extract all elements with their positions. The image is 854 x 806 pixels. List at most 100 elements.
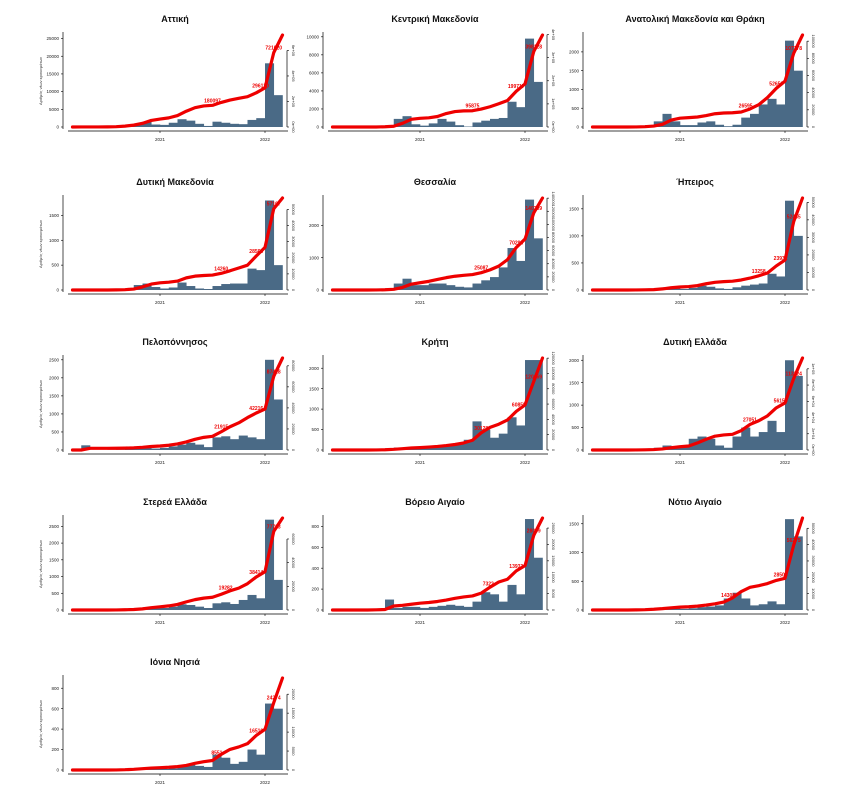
- chart-svg: Ήπειρος132582393252465050010001500010000…: [550, 171, 820, 321]
- bar: [213, 286, 222, 290]
- bar: [429, 123, 438, 127]
- cumulative-label: 296130: [252, 83, 269, 89]
- x-tick-label: 2021: [675, 137, 686, 142]
- x-tick-label: 2021: [675, 460, 686, 465]
- cumulative-label: 13933: [509, 564, 523, 570]
- right-tick-label: 0: [811, 609, 816, 612]
- bar: [750, 605, 759, 610]
- y-axis-title: Αριθμός νέων κρουσμάτων: [38, 220, 43, 268]
- right-tick-label: 40000: [811, 87, 816, 99]
- bar: [794, 536, 803, 610]
- bar: [438, 284, 447, 290]
- bar: [274, 580, 283, 610]
- bar: [794, 71, 803, 127]
- bar: [230, 124, 239, 127]
- bar: [724, 289, 733, 290]
- y-tick-label: 2000: [49, 375, 60, 380]
- bar: [169, 446, 178, 450]
- bar: [438, 606, 447, 610]
- bar: [689, 125, 698, 127]
- cumulative-label: 180097: [204, 98, 221, 104]
- y-tick-label: 500: [51, 263, 59, 268]
- cumulative-label: 14260: [214, 266, 228, 272]
- bar: [706, 287, 715, 290]
- right-tick-label: 40000: [811, 214, 816, 226]
- y-tick-label: 5000: [49, 107, 60, 112]
- bar: [750, 114, 759, 127]
- y-tick-label: 500: [571, 106, 579, 111]
- right-tick-label: 40000: [811, 539, 816, 551]
- bar: [195, 766, 204, 770]
- bar: [689, 288, 698, 290]
- y-tick-label: 800: [51, 686, 59, 691]
- cumulative-label: 77723: [267, 524, 281, 530]
- chart-svg: Θεσσαλία25087702981402090100020000200004…: [290, 171, 560, 321]
- right-tick-label: 1e+05: [811, 363, 816, 375]
- bar: [221, 123, 230, 127]
- bar: [689, 608, 698, 610]
- x-tick-label: 2021: [155, 137, 166, 142]
- bar: [204, 447, 213, 450]
- bar: [411, 124, 420, 127]
- bar: [724, 126, 733, 127]
- chart-svg: Βόρειο Αιγαίο732213933280690200400600800…: [290, 491, 560, 641]
- y-axis-title: Αριθμός νέων κρουσμάτων: [38, 380, 43, 428]
- bar: [230, 604, 239, 610]
- bar: [715, 446, 724, 450]
- panel-title: Ανατολική Μακεδονία και Θράκη: [625, 14, 764, 24]
- y-tick-label: 6000: [309, 70, 320, 75]
- bar: [516, 107, 525, 127]
- bar: [256, 439, 265, 450]
- bar: [750, 285, 759, 290]
- right-tick-label: 30000: [811, 555, 816, 567]
- right-tick-label: 0: [291, 769, 296, 772]
- y-tick-label: 0: [576, 288, 579, 293]
- y-tick-label: 0: [56, 608, 59, 613]
- cumulative-label: 30128: [474, 426, 488, 432]
- bar: [204, 289, 213, 290]
- y-tick-label: 25000: [46, 36, 59, 41]
- right-tick-label: 50000: [811, 197, 816, 209]
- bar: [698, 607, 707, 610]
- cumulative-label: 120169: [525, 374, 542, 380]
- x-tick-label: 2021: [675, 620, 686, 625]
- bar: [274, 95, 283, 127]
- y-tick-label: 1500: [49, 213, 60, 218]
- y-tick-label: 200: [51, 747, 59, 752]
- y-axis-title: Αριθμός νέων κρουσμάτων: [38, 57, 43, 105]
- y-tick-label: 4000: [309, 89, 320, 94]
- x-tick-label: 2021: [415, 137, 426, 142]
- bar: [473, 602, 482, 610]
- cumulative-label: 140209: [525, 206, 542, 212]
- right-tick-label: 10000: [291, 727, 296, 739]
- bar: [794, 236, 803, 290]
- y-tick-label: 0: [576, 448, 579, 453]
- chart-svg: Στερεά Ελλάδα192823841477723050010001500…: [30, 491, 300, 641]
- bar: [715, 125, 724, 127]
- y-tick-label: 500: [571, 425, 579, 430]
- bar: [794, 376, 803, 450]
- y-tick-label: 2500: [49, 524, 60, 529]
- bar: [776, 104, 785, 127]
- panel-title: Ιόνια Νησιά: [150, 657, 200, 667]
- bar: [151, 449, 160, 450]
- bar: [438, 119, 447, 127]
- x-tick-label: 2022: [260, 137, 271, 142]
- cumulative-label: 25087: [474, 266, 488, 272]
- bar: [186, 605, 195, 610]
- bar: [481, 280, 490, 290]
- chart-svg: Ιόνια Νησιά85511651024274020040060080005…: [30, 651, 300, 801]
- y-tick-label: 0: [56, 125, 59, 130]
- bar: [160, 448, 169, 450]
- y-tick-label: 2000: [49, 541, 60, 546]
- panel-title: Ήπειρος: [676, 177, 714, 187]
- bar: [160, 289, 169, 290]
- x-tick-label: 2022: [780, 460, 791, 465]
- y-tick-label: 0: [56, 448, 59, 453]
- cumulative-label: 27051: [743, 417, 757, 423]
- bar: [256, 270, 265, 290]
